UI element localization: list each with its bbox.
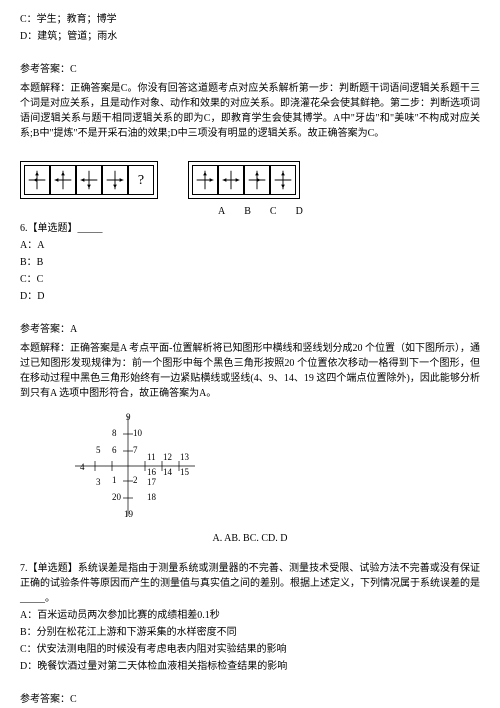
label-d: D <box>296 204 303 219</box>
q5-option-d: D：建筑；管道；雨水 <box>20 29 480 44</box>
q7-option-b: B：分别在松花江上游和下游采集的水样密度不同 <box>20 625 480 640</box>
q6-choice-figures <box>188 161 300 199</box>
fig-cell-4 <box>102 165 128 195</box>
chart-num: 6 <box>112 444 117 458</box>
fig-cell-1 <box>24 165 50 195</box>
chart-num: 18 <box>147 491 156 505</box>
chart-num: 11 <box>147 451 156 465</box>
label-a: A <box>218 204 225 219</box>
fig-cell-3 <box>76 165 102 195</box>
q6-figure-row: ? <box>20 161 480 199</box>
q6-option-d: D：D <box>20 289 480 304</box>
chart-num: 9 <box>126 411 131 425</box>
choice-cell-c <box>244 165 270 195</box>
choice-cell-d <box>270 165 296 195</box>
chart-num: 3 <box>96 476 101 490</box>
chart-num: 1 <box>112 474 117 488</box>
fig-cell-2 <box>50 165 76 195</box>
chart-num: 13 <box>180 451 189 465</box>
q5-explanation: 本题解释：正确答案是C。你没有回答这道题考点对应关系解析第一步：判断题干词语间逻… <box>20 81 480 141</box>
q6-option-a: A：A <box>20 238 480 253</box>
chart-num: 19 <box>124 508 133 522</box>
chart-num: 5 <box>96 444 101 458</box>
q7-option-a: A：百米运动员两次参加比赛的成绩相差0.1秒 <box>20 608 480 623</box>
q5-option-c: C：学生；教育；博学 <box>20 12 480 27</box>
label-b: B <box>244 204 251 219</box>
chart-num: 12 <box>163 451 172 465</box>
q7-option-c: C：伏安法测电阻的时候没有考虑电表内阻对实验结果的影响 <box>20 642 480 657</box>
q6-position-chart: 9 8 10 5 6 7 11 12 13 4 1 2 16 14 15 3 1… <box>50 411 480 521</box>
q5-answer: 参考答案：C <box>20 62 480 77</box>
q7-answer: 参考答案：C <box>20 692 480 707</box>
chart-num: 2 <box>133 474 138 488</box>
chart-num: 20 <box>112 491 121 505</box>
label-c: C <box>270 204 277 219</box>
chart-options-line: A. AB. BC. CD. D <box>20 531 480 546</box>
chart-num: 14 <box>163 466 172 480</box>
chart-num: 7 <box>133 444 138 458</box>
q6-number: 6.【单选题】_____ <box>20 221 480 236</box>
chart-num: 17 <box>147 476 156 490</box>
q7-question-text: 7.【单选题】系统误差是指由于测量系统或测量器的不完善、测量技术受限、试验方法不… <box>20 561 480 606</box>
q6-option-b: B：B <box>20 255 480 270</box>
q6-explanation: 本题解释：正确答案是A 考点平面-位置解析将已知图形中横线和竖线划分成20 个位… <box>20 341 480 401</box>
choice-cell-a <box>192 165 218 195</box>
chart-num: 15 <box>180 466 189 480</box>
q6-answer: 参考答案：A <box>20 322 480 337</box>
fig-cell-qmark: ? <box>128 165 154 195</box>
choice-cell-b <box>218 165 244 195</box>
q6-option-c: C：C <box>20 272 480 287</box>
chart-num: 10 <box>133 427 142 441</box>
chart-num: 4 <box>80 461 85 475</box>
q6-choice-labels: A B C D <box>218 204 480 219</box>
chart-num: 8 <box>112 427 117 441</box>
q7-option-d: D：晚餐饮酒过量对第二天体检血液相关指标检查结果的影响 <box>20 659 480 674</box>
q6-question-figures: ? <box>20 161 158 199</box>
